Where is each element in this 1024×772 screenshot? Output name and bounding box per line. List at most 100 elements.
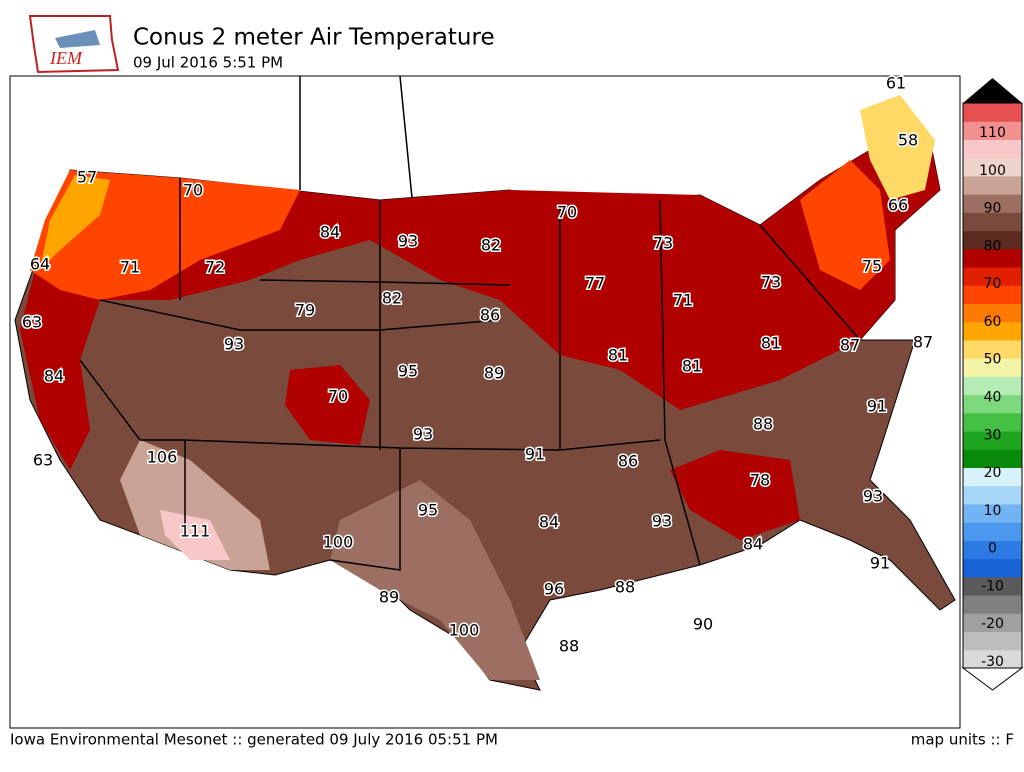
colorbar-tick-label: 70: [984, 276, 1002, 292]
station-value: 89: [379, 588, 399, 607]
colorbar-band: [963, 449, 1022, 469]
station-value: 78: [750, 471, 770, 490]
logo-text: IEM: [49, 48, 83, 68]
colorbar-band: [963, 558, 1022, 578]
colorbar-band: [963, 339, 1022, 359]
station-value: 72: [205, 258, 225, 277]
station-value: 81: [761, 334, 781, 353]
colorbar-band: [963, 267, 1022, 286]
station-value: 70: [328, 387, 348, 406]
station-value: 90: [693, 615, 713, 634]
colorbar-band: [963, 394, 1022, 414]
station-value: 58: [898, 131, 918, 150]
colorbar-tick-label: 90: [984, 201, 1002, 217]
cool-region-ne: [860, 95, 935, 200]
colorbar-tick-label: 40: [984, 390, 1002, 406]
colorbar-band: [963, 540, 1022, 560]
station-value: 100: [449, 621, 480, 640]
colorbar-tick-label: 30: [984, 427, 1002, 443]
station-value: 77: [585, 274, 605, 293]
station-value: 73: [761, 273, 781, 292]
station-value: 87: [840, 336, 860, 355]
station-value: 95: [418, 501, 438, 520]
station-value: 84: [320, 223, 340, 242]
colorbar-band: [963, 412, 1022, 432]
colorbar-tick-label: -10: [981, 578, 1004, 594]
colorbar-band: [963, 485, 1022, 505]
colorbar-band: [963, 175, 1022, 195]
station-value: 91: [867, 397, 887, 416]
hot-region-tx: [330, 480, 540, 680]
station-value: 93: [398, 232, 418, 251]
colorbar-tick-label: 100: [979, 163, 1006, 179]
colorbar-tick-label: 10: [984, 503, 1002, 519]
station-value: 79: [295, 301, 315, 320]
station-value: 70: [557, 203, 577, 222]
colorbar-band: [963, 248, 1022, 268]
station-value: 63: [33, 451, 53, 470]
colorbar-frame: [962, 102, 1023, 669]
station-value: 95: [398, 362, 418, 381]
colorbar-tick-label: -20: [981, 616, 1004, 632]
station-value: 64: [30, 255, 50, 274]
colorbar-band: [963, 595, 1022, 614]
station-value: 57: [77, 168, 97, 187]
station-value: 86: [618, 452, 638, 471]
warm-region-ne: [800, 160, 890, 290]
footer-right: map units :: F: [911, 731, 1014, 749]
station-value: 73: [653, 234, 673, 253]
map: [9, 75, 961, 729]
warm-region-se: [670, 450, 800, 540]
station-value: 93: [224, 335, 244, 354]
colorbar-band: [963, 121, 1022, 140]
colorbar-tick-label: -30: [981, 654, 1004, 670]
station-value: 66: [888, 196, 908, 215]
colorbar-band: [963, 358, 1022, 377]
station-value: 88: [753, 415, 773, 434]
colorbar-band: [963, 576, 1022, 596]
station-value: 111: [180, 522, 211, 541]
station-value: 70: [183, 181, 203, 200]
station-value: 91: [525, 445, 545, 464]
colorbar-band: [963, 649, 1022, 669]
station-value: 106: [147, 448, 178, 467]
station-value: 84: [539, 513, 559, 532]
station-value: 81: [682, 357, 702, 376]
station-value: 91: [870, 554, 890, 573]
station-value: 84: [44, 367, 64, 386]
station-value: 75: [862, 257, 882, 276]
station-value: 71: [673, 291, 693, 310]
title: Conus 2 meter Air Temperature: [133, 25, 495, 51]
colorbar-band: [963, 212, 1022, 232]
station-value: 82: [481, 236, 501, 255]
colorbar-max-arrow: [963, 78, 1022, 103]
station-value: 63: [22, 313, 42, 332]
colorbar-tick-label: 0: [988, 541, 997, 557]
colorbar-tick-label: 20: [984, 465, 1002, 481]
colorbar-band: [963, 103, 1022, 122]
colorbar-band: [963, 157, 1022, 177]
logo: IEM: [28, 15, 120, 74]
footer-left: Iowa Environmental Mesonet :: generated …: [10, 731, 498, 749]
colorbar-band: [963, 467, 1022, 487]
station-value: 86: [480, 306, 500, 325]
warm-region-colorado: [285, 365, 370, 445]
colorbar-band: [963, 321, 1022, 341]
station-labels: 57 70 64 71 72 84 93 82 63 79 82 86 93 95 89 84 70 93 63 10…: [20, 72, 934, 657]
colorbar-band: [963, 503, 1022, 523]
subtitle: 09 Jul 2016 5:51 PM: [133, 54, 283, 72]
station-value: 88: [615, 578, 635, 597]
colorbar-band: [963, 522, 1022, 541]
colorbar-tick-label: 60: [984, 314, 1002, 330]
colorbar-band: [963, 230, 1022, 250]
station-value: 96: [544, 580, 564, 599]
logo-plane: [55, 30, 100, 48]
station-value: 87: [913, 333, 933, 352]
colorbar-min-arrow: [961, 667, 1024, 691]
colorbar-band: [963, 631, 1022, 651]
station-value: 88: [559, 637, 579, 656]
station-value: 71: [120, 258, 140, 277]
colorbar-band: [963, 613, 1022, 633]
hottest-region-az: [160, 510, 230, 560]
